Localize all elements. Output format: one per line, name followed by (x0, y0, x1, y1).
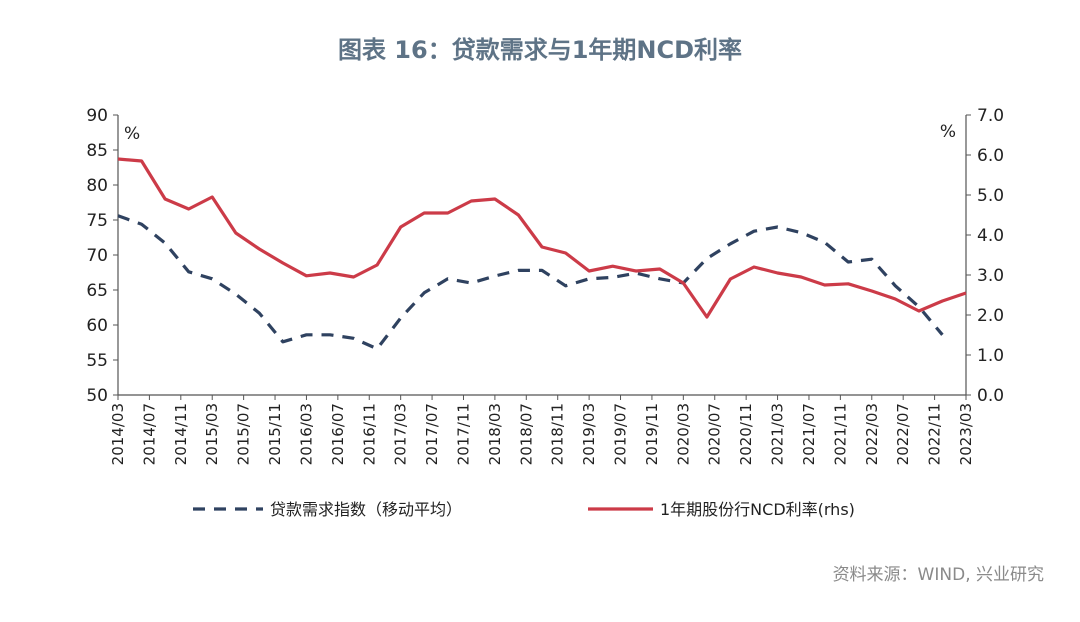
x-tick-label: 2017/03 (392, 403, 410, 465)
chart-title: 图表 16：贷款需求与1年期NCD利率 (337, 36, 743, 64)
x-tick-label: 2020/07 (706, 403, 724, 465)
x-tick-label: 2015/07 (235, 403, 253, 465)
plot-area (117, 157, 967, 351)
x-tick-label: 2018/03 (486, 403, 504, 465)
x-tick-label: 2022/07 (894, 403, 912, 465)
x-tick-label: 2021/11 (831, 403, 849, 465)
right-tick-label: 5.0 (977, 186, 1004, 206)
x-tick-label: 2015/11 (266, 403, 284, 465)
axes: 50 55 60 65 70 75 80 85 90 0.0 1.0 2.0 3.0 4.0 5.0 6.0 7… (86, 106, 1004, 465)
right-tick-label: 4.0 (977, 226, 1004, 246)
x-tick-label: 2014/11 (172, 403, 190, 465)
right-tick-label: 2.0 (977, 306, 1004, 326)
x-tick-label: 2023/03 (957, 403, 975, 465)
x-tick-label: 2015/03 (203, 403, 221, 465)
right-tick-label: 3.0 (977, 266, 1004, 286)
right-unit-label: % (940, 122, 956, 142)
x-tick-label: 2022/11 (926, 403, 944, 465)
left-tick-label: 60 (86, 316, 108, 336)
left-tick-label: 75 (86, 211, 108, 231)
left-tick-label: 55 (86, 351, 108, 371)
right-tick-label: 7.0 (977, 106, 1004, 126)
legend-label-loan-demand: 贷款需求指数（移动平均） (270, 500, 462, 519)
x-tick-label: 2019/03 (580, 403, 598, 465)
right-tick-label: 6.0 (977, 146, 1004, 166)
x-tick-label: 2018/07 (517, 403, 535, 465)
series-line-loan-demand (117, 214, 944, 351)
x-tick-label: 2016/11 (360, 403, 378, 465)
legend-label-ncd-rate: 1年期股份行NCD利率(rhs) (660, 500, 855, 519)
x-tick-label: 2019/11 (643, 403, 661, 465)
left-tick-label: 65 (86, 281, 108, 301)
x-tick-label: 2019/07 (612, 403, 630, 465)
left-tick-label: 85 (86, 141, 108, 161)
x-tick-label: 2014/07 (140, 403, 158, 465)
x-tick-label: 2021/07 (800, 403, 818, 465)
x-tick-label: 2020/11 (737, 403, 755, 465)
series-line-ncd-rate (117, 157, 967, 319)
right-tick-label: 0.0 (977, 386, 1004, 406)
right-tick-label: 1.0 (977, 346, 1004, 366)
left-unit-label: % (124, 124, 140, 144)
x-tick-label: 2016/03 (297, 403, 315, 465)
left-tick-label: 90 (86, 106, 108, 126)
x-tick-label: 2017/11 (454, 403, 472, 465)
left-tick-label: 50 (86, 386, 108, 406)
source-note: 资料来源：WIND, 兴业研究 (832, 565, 1044, 585)
x-tick-label: 2017/07 (423, 403, 441, 465)
left-tick-label: 70 (86, 246, 108, 266)
x-tick-label: 2022/03 (863, 403, 881, 465)
left-tick-label: 80 (86, 176, 108, 196)
x-tick-label: 2021/03 (769, 403, 787, 465)
legend: 贷款需求指数（移动平均） 1年期股份行NCD利率(rhs) (193, 500, 855, 519)
x-tick-label: 2016/07 (329, 403, 347, 465)
x-tick-label: 2018/11 (549, 403, 567, 465)
x-tick-label: 2020/03 (674, 403, 692, 465)
x-tick-label: 2014/03 (109, 403, 127, 465)
